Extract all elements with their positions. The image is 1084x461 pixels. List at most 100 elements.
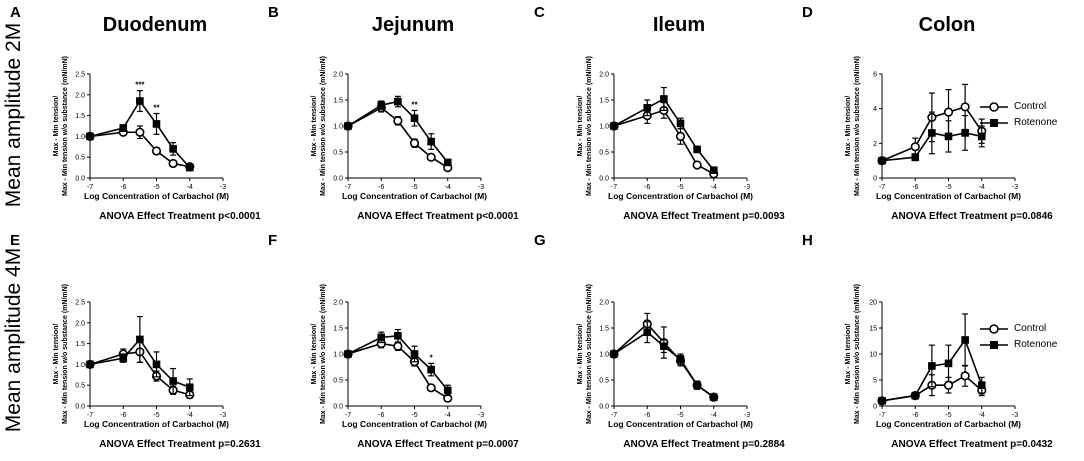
x-tick-label: -6 bbox=[378, 184, 384, 191]
y-tick-label: 0.0 bbox=[599, 404, 609, 411]
y-tick-label: 0.5 bbox=[599, 150, 609, 157]
y-tick-label: 0 bbox=[873, 176, 877, 183]
x-tick-label: -6 bbox=[120, 412, 126, 419]
point-control bbox=[426, 383, 436, 393]
x-tick-label: -5 bbox=[677, 412, 683, 419]
x-tick-label: -3 bbox=[220, 412, 226, 419]
y-tick-label: 2 bbox=[873, 141, 877, 148]
y-tick-label: 0.5 bbox=[333, 150, 343, 157]
x-tick-label: -5 bbox=[153, 184, 159, 191]
point-control bbox=[675, 131, 686, 141]
point-rotenone bbox=[944, 359, 953, 368]
panel-c: C Ileum ANOVA Effect Treatment p=0.0093 0.0… bbox=[524, 0, 785, 230]
series-line-control bbox=[881, 105, 983, 162]
y-tick-label: 2.5 bbox=[75, 300, 85, 307]
y-tick-label: 15 bbox=[869, 326, 877, 333]
point-rotenone bbox=[152, 120, 161, 128]
y-axis-label-line1: Max - Min tension/ bbox=[845, 324, 852, 385]
panel-h: H ANOVA Effect Treatment p=0.0432 0 5 10 15 20… bbox=[792, 228, 1053, 458]
x-tick-label: -7 bbox=[611, 184, 617, 191]
x-tick-label: -5 bbox=[677, 184, 683, 191]
panel-letter: E bbox=[10, 232, 21, 249]
x-axis-label: Log Concentration of Carbachol (M) bbox=[84, 419, 229, 429]
y-tick-label: 2.0 bbox=[75, 92, 85, 99]
point-rotenone bbox=[86, 360, 94, 369]
point-rotenone bbox=[610, 350, 618, 358]
point-rotenone bbox=[610, 122, 618, 130]
y-tick-label: 1.5 bbox=[333, 326, 343, 333]
point-rotenone bbox=[119, 354, 128, 362]
x-tick-label: -5 bbox=[945, 412, 951, 419]
x-axis-label: Log Concentration of Carbachol (M) bbox=[84, 191, 229, 201]
point-control bbox=[151, 146, 162, 156]
x-axis-label: Log Concentration of Carbachol (M) bbox=[876, 419, 1021, 429]
point-rotenone bbox=[660, 342, 668, 350]
point-rotenone bbox=[427, 137, 435, 146]
significance-label: ** bbox=[411, 100, 418, 109]
y-tick-label: 0.0 bbox=[75, 404, 85, 411]
x-tick-label: -7 bbox=[345, 412, 351, 419]
point-rotenone bbox=[410, 350, 419, 358]
y-tick-label: 1.0 bbox=[75, 362, 85, 369]
significance-label: ** bbox=[153, 104, 160, 113]
x-tick-label: -3 bbox=[744, 412, 750, 419]
point-control bbox=[960, 371, 970, 381]
x-tick-label: -7 bbox=[879, 184, 885, 191]
x-tick-label: -4 bbox=[979, 412, 985, 419]
x-tick-label: -3 bbox=[478, 412, 484, 419]
x-tick-label: -7 bbox=[611, 412, 617, 419]
point-rotenone bbox=[169, 377, 177, 385]
panel-b: B Jejunum ANOVA Effect Treatment p<0.0001 0… bbox=[258, 0, 519, 230]
point-rotenone bbox=[119, 124, 128, 132]
point-rotenone bbox=[878, 156, 886, 165]
panel-letter: A bbox=[10, 4, 21, 21]
x-tick-label: -5 bbox=[153, 412, 159, 419]
point-rotenone bbox=[709, 393, 718, 401]
point-rotenone bbox=[152, 360, 161, 369]
y-tick-label: 0.5 bbox=[599, 378, 609, 385]
y-tick-label: 2.0 bbox=[75, 320, 85, 327]
x-tick-label: -4 bbox=[187, 184, 193, 191]
point-rotenone bbox=[911, 153, 920, 161]
x-tick-label: -4 bbox=[187, 412, 193, 419]
x-tick-label: -5 bbox=[411, 184, 417, 191]
x-tick-label: -3 bbox=[220, 184, 226, 191]
x-axis-label: Log Concentration of Carbachol (M) bbox=[342, 419, 487, 429]
point-rotenone bbox=[643, 328, 652, 336]
point-rotenone bbox=[911, 391, 920, 400]
panel-letter: F bbox=[268, 232, 278, 249]
panel-letter: C bbox=[534, 4, 545, 21]
y-tick-label: 1.0 bbox=[333, 124, 343, 131]
legend-label-rotenone: Rotenone bbox=[1014, 117, 1058, 128]
panel-f: F ANOVA Effect Treatment p=0.0007 0.0 0.5 1.… bbox=[258, 228, 519, 458]
x-tick-label: -7 bbox=[879, 412, 885, 419]
point-rotenone bbox=[977, 132, 986, 141]
point-rotenone bbox=[443, 386, 452, 395]
point-rotenone bbox=[676, 119, 685, 128]
y-axis-label-line1: Max - Min tension/ bbox=[53, 324, 60, 385]
point-rotenone bbox=[185, 383, 194, 392]
panel-title: Colon bbox=[918, 14, 976, 36]
point-rotenone bbox=[427, 365, 435, 374]
legend-marker-control bbox=[980, 324, 1008, 334]
point-rotenone bbox=[443, 158, 452, 167]
point-rotenone bbox=[693, 145, 701, 154]
y-axis-label-line2: Max - Min tension w/o substance (mN/mN) bbox=[320, 56, 327, 196]
y-tick-label: 4 bbox=[873, 106, 877, 113]
y-tick-label: 6 bbox=[873, 72, 877, 79]
anova-text: ANOVA Effect Treatment p=0.0093 bbox=[623, 211, 785, 222]
x-tick-label: -7 bbox=[87, 412, 93, 419]
y-axis-label-line1: Max - Min tension/ bbox=[311, 324, 318, 385]
legend-label-control: Control bbox=[1014, 101, 1047, 112]
panel-title: Jejunum bbox=[371, 14, 455, 36]
y-axis-label-line2: Max - Min tension w/o substance (mN/mN) bbox=[62, 284, 69, 424]
y-tick-label: 1.5 bbox=[599, 326, 609, 333]
anova-text: ANOVA Effect Treatment p=0.2884 bbox=[623, 439, 785, 450]
point-rotenone bbox=[377, 333, 386, 342]
